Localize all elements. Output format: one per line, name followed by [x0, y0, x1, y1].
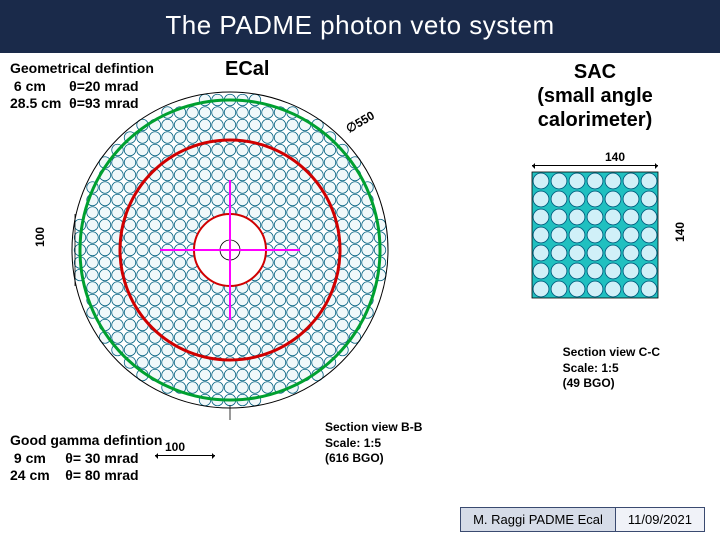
cc-l2: Scale: 1:5 [563, 361, 660, 377]
sac-l2: (small angle [500, 84, 690, 108]
section-view-bb: Section view B-B Scale: 1:5 (616 BGO) [325, 420, 422, 467]
good-row1: 9 cm θ= 30 mrad [10, 450, 162, 468]
ecal-bottom-dim: 100 [165, 440, 185, 454]
geom-heading: Geometrical defintion [10, 60, 154, 78]
cc-l3: (49 BGO) [563, 376, 660, 392]
page-title: The PADME photon veto system [0, 0, 720, 53]
footer-date: 11/09/2021 [616, 508, 704, 531]
ecal-dim-100v: 100 [33, 227, 47, 247]
footer-author: M. Raggi PADME Ecal [461, 508, 616, 531]
sac-dim-arrow-h [532, 165, 658, 166]
bb-l1: Section view B-B [325, 420, 422, 436]
section-view-cc: Section view C-C Scale: 1:5 (49 BGO) [563, 345, 660, 392]
bb-l2: Scale: 1:5 [325, 436, 422, 452]
cc-l1: Section view C-C [563, 345, 660, 361]
good-row2: 24 cm θ= 80 mrad [10, 467, 162, 485]
bb-l3: (616 BGO) [325, 451, 422, 467]
ecal-bottom-dim-arrow [155, 455, 215, 456]
good-heading: Good gamma defintion [10, 432, 162, 450]
footer: M. Raggi PADME Ecal 11/09/2021 [460, 507, 705, 532]
sac-l1: SAC [500, 60, 690, 84]
ecal-label: ECal [225, 58, 269, 81]
sac-l3: calorimeter) [500, 108, 690, 132]
sac-dim-140h: 140 [605, 150, 625, 164]
sac-dim-140v: 140 [673, 222, 687, 242]
sac-diagram [530, 170, 660, 300]
good-gamma-definition: Good gamma defintion 9 cm θ= 30 mrad 24 … [10, 432, 162, 485]
sac-label: SAC (small angle calorimeter) [500, 60, 690, 132]
